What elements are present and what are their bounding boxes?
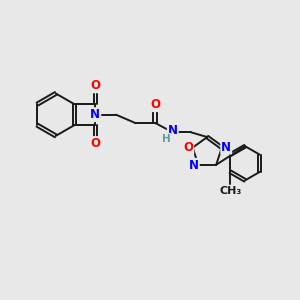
Text: O: O [150, 98, 160, 111]
Text: CH₃: CH₃ [219, 186, 242, 196]
Text: N: N [221, 140, 231, 154]
Text: O: O [90, 137, 100, 150]
Text: O: O [183, 141, 193, 154]
Text: N: N [189, 159, 199, 172]
Text: O: O [90, 79, 100, 92]
Text: H: H [162, 134, 171, 144]
Text: N: N [168, 124, 178, 137]
Text: N: N [90, 108, 100, 121]
